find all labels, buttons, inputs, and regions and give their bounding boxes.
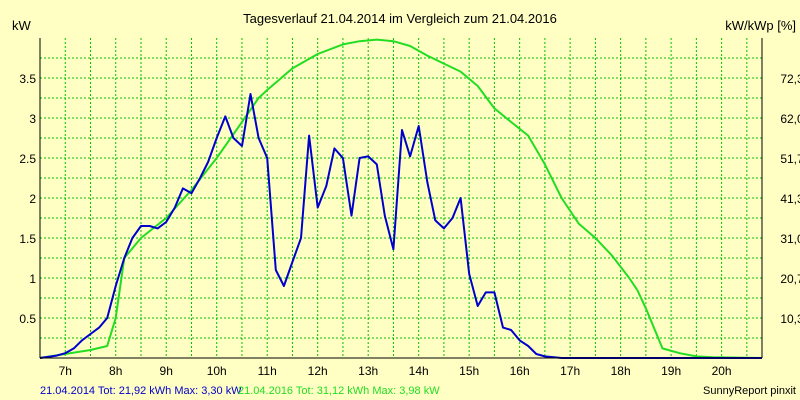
- series-line-2016: [39, 38, 763, 359]
- y-tick-label-right: 62,0: [780, 112, 800, 126]
- x-tick-label: 17h: [560, 364, 580, 378]
- y-tick-label-left: 3: [29, 112, 36, 126]
- x-tick-label: 15h: [459, 364, 479, 378]
- left-axis-label: kW: [12, 18, 32, 33]
- x-tick-label: 8h: [109, 364, 122, 378]
- legend-2016: 21.04.2016 Tot: 31,12 kWh Max: 3,98 kW: [238, 385, 440, 397]
- grid-layer: [40, 38, 762, 358]
- x-tick-label: 16h: [510, 364, 530, 378]
- y-tick-label-left: 1: [29, 272, 36, 286]
- y-tick-label-left: 2.5: [19, 152, 36, 166]
- axis-layer: 7h 8h 9h 10h 11h 12h 13h 14h 15h 16h 17h 18h 19h 20h 0…: [19, 38, 800, 378]
- x-tick-label: 14h: [409, 364, 429, 378]
- legend-2014: 21.04.2014 Tot: 21,92 kWh Max: 3,30 kW: [40, 385, 242, 397]
- credit-text: SunnyReport pinxit: [703, 385, 796, 397]
- y-tick-label-left: 1.5: [19, 232, 36, 246]
- y-tick-label-right: 72,3: [780, 72, 800, 86]
- y-tick-label-right: 51,7: [780, 152, 800, 166]
- x-tick-label: 13h: [358, 364, 378, 378]
- x-tick-label: 12h: [308, 364, 328, 378]
- y-tick-label-left: 2: [29, 192, 36, 206]
- series-line-2014: [39, 93, 762, 359]
- x-tick-label: 19h: [661, 364, 681, 378]
- right-axis-label: kW/kWp [%]: [725, 18, 796, 33]
- y-tick-label-right: 20,7: [780, 272, 800, 286]
- x-tick-label: 18h: [611, 364, 631, 378]
- y-tick-label-left: 0.5: [19, 312, 36, 326]
- y-tick-label-left: 3.5: [19, 72, 36, 86]
- series-layer: [39, 38, 763, 359]
- y-tick-label-right: 10,3: [780, 312, 800, 326]
- x-tick-label: 7h: [59, 364, 72, 378]
- x-tick-label: 11h: [258, 364, 277, 378]
- x-tick-label: 9h: [160, 364, 173, 378]
- chart-title: Tagesverlauf 21.04.2014 im Vergleich zum…: [243, 11, 557, 26]
- y-tick-label-right: 31,0: [780, 232, 800, 246]
- x-tick-label: 10h: [207, 364, 227, 378]
- x-tick-label: 20h: [712, 364, 732, 378]
- y-tick-label-right: 41,3: [780, 192, 800, 206]
